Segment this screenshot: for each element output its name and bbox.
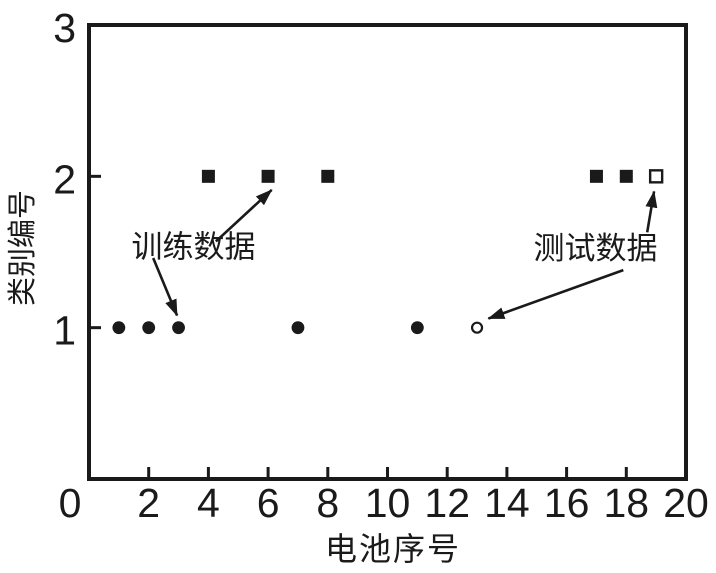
- x-tick-label: 10: [365, 480, 411, 526]
- annotation-arrow: [214, 188, 273, 243]
- x-tick-label: 18: [603, 480, 649, 526]
- data-point-filled-square: [619, 169, 633, 183]
- y-axis-tick-labels: 1 2 3: [53, 5, 76, 354]
- x-tick-label: 16: [544, 480, 590, 526]
- data-point-filled-circle: [142, 321, 156, 335]
- data-point-filled-circle: [291, 321, 305, 335]
- annotation-label: 训练数据: [131, 229, 255, 265]
- x-axis-tick-labels: 0 2 4 6 8 10 12 14 16 18 20: [59, 480, 709, 526]
- data-point-filled-circle: [172, 321, 185, 335]
- x-axis-title: 电池序号: [325, 530, 461, 568]
- plot-border: [87, 23, 688, 481]
- annotation-label: 测试数据: [534, 231, 658, 267]
- annotation-arrow: [645, 190, 658, 233]
- data-point-filled-circle: [112, 321, 126, 335]
- x-tick-label: 14: [484, 480, 530, 526]
- y-tick-label: 2: [53, 156, 76, 202]
- data-point-filled-square: [261, 169, 275, 183]
- x-tick-label: 2: [137, 480, 160, 526]
- x-tick-label: 0: [59, 480, 82, 526]
- y-tick-label: 1: [53, 308, 76, 354]
- data-point-open-square: [648, 169, 664, 184]
- data-point-filled-square: [589, 169, 603, 183]
- y-axis-title: 类别编号: [5, 190, 39, 306]
- annotations: 训练数据 测试数据: [131, 188, 658, 320]
- x-tick-label: 4: [197, 480, 220, 526]
- x-tick-label: 6: [257, 480, 280, 526]
- annotation-arrow: [151, 257, 179, 317]
- x-tick-label: 20: [663, 480, 709, 526]
- x-axis-ticks: [147, 467, 628, 477]
- data-points: [112, 169, 664, 335]
- x-tick-label: 12: [424, 480, 470, 526]
- data-point-open-circle: [470, 321, 484, 334]
- y-tick-label: 3: [53, 5, 76, 51]
- x-tick-label: 8: [316, 480, 339, 526]
- data-point-filled-square: [201, 169, 215, 183]
- y-axis-ticks: [91, 174, 101, 330]
- data-point-filled-circle: [410, 321, 424, 335]
- data-point-filled-square: [321, 169, 335, 183]
- annotation-arrow: [487, 268, 624, 320]
